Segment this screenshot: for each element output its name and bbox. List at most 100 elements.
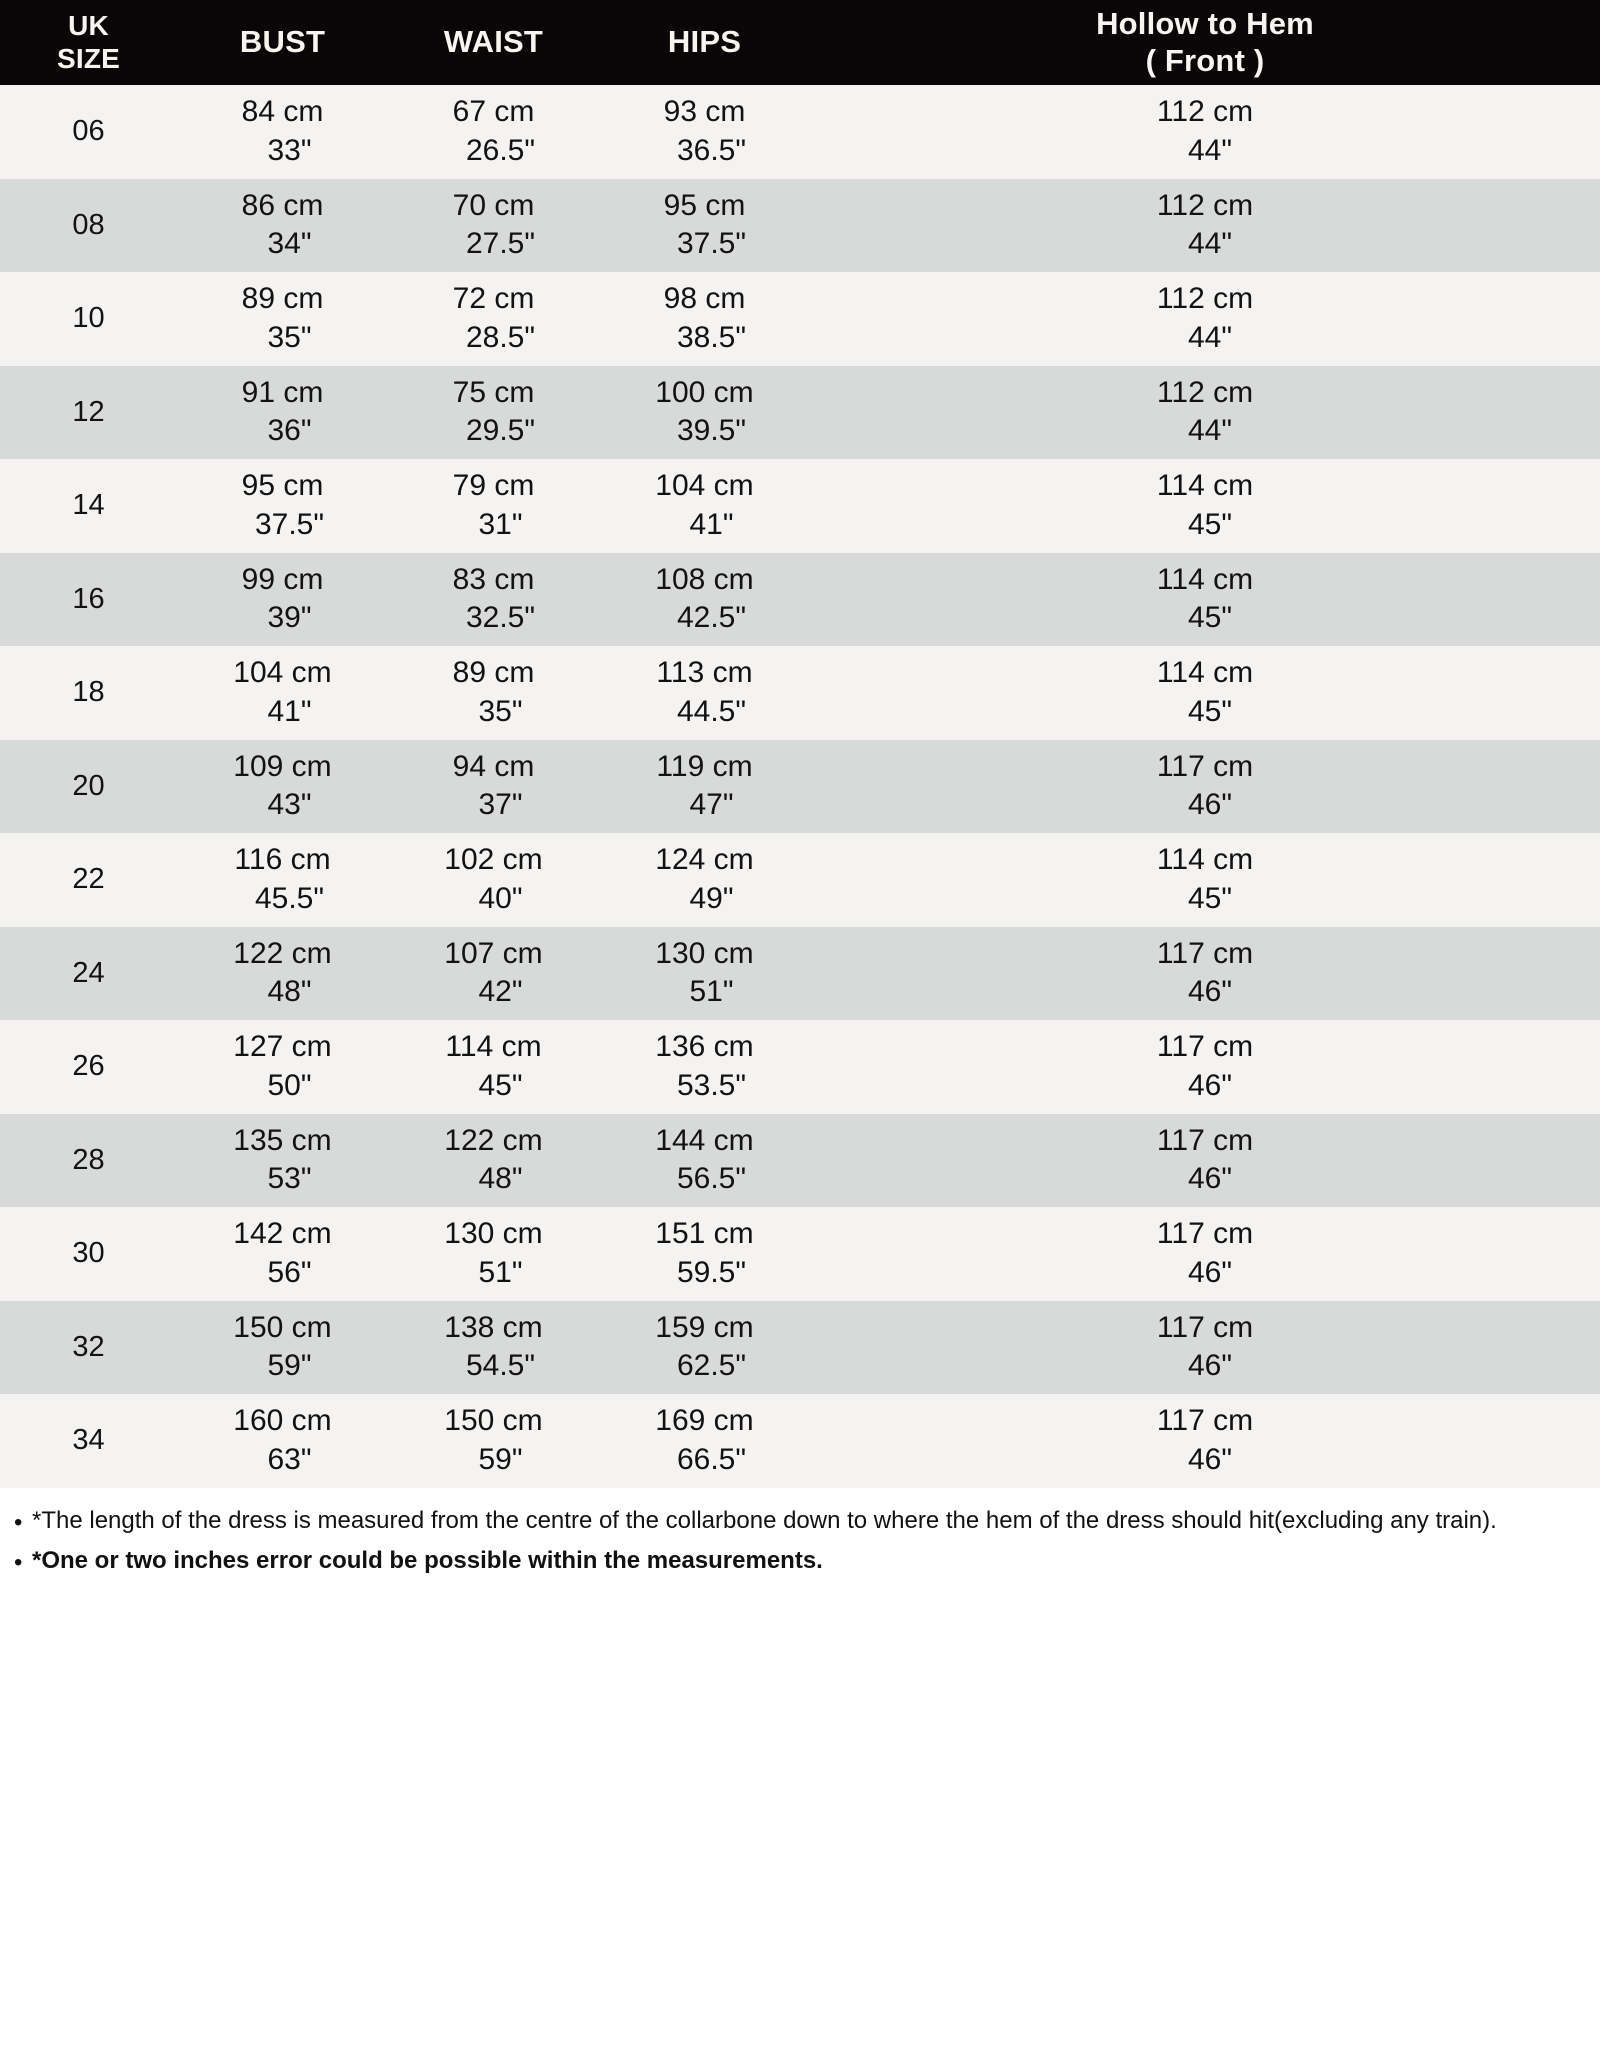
column-header-uk-size-line1: UK bbox=[68, 9, 109, 41]
cell-waist-cm: 114 cm bbox=[445, 1030, 542, 1064]
cell-uk-size: 34 bbox=[72, 1424, 105, 1457]
cell-hollow-to-hem-measurement: 114 cm 45" bbox=[810, 841, 1600, 918]
cell-hollow-to-hem-cm: 114 cm bbox=[1156, 843, 1254, 877]
cell-hollow-to-hem-measurement: 117 cm 46" bbox=[810, 1215, 1600, 1292]
cell-hollow-to-hem-inches: 45" bbox=[1187, 507, 1233, 541]
cell-bust: 135 cm 53" bbox=[177, 1114, 388, 1208]
column-header-hollow-to-hem-line1: Hollow to Hem bbox=[1096, 6, 1314, 42]
cell-hollow-to-hem: 117 cm 46" bbox=[810, 1394, 1600, 1488]
cell-waist-measurement: 102 cm 40" bbox=[388, 841, 599, 918]
cell-waist: 138 cm 54.5" bbox=[388, 1301, 599, 1395]
cell-bust: 109 cm 43" bbox=[177, 740, 388, 834]
cell-waist-cm: 83 cm bbox=[452, 562, 535, 596]
cell-hollow-to-hem: 114 cm 45" bbox=[810, 833, 1600, 927]
cell-hips-inches: 39.5" bbox=[676, 414, 747, 448]
cell-hollow-to-hem-cm: 112 cm bbox=[1156, 188, 1254, 222]
table-row: 20 109 cm 43" 94 cm 37" 119 cm 47" 117 cm 46" bbox=[0, 739, 1600, 834]
table-row: 12 91 cm 36" 75 cm 29.5" 100 cm 39.5" 112 cm 44" bbox=[0, 365, 1600, 459]
cell-hips-cm: 98 cm bbox=[663, 282, 746, 316]
cell-bust-measurement: 91 cm 36" bbox=[177, 374, 388, 451]
cell-hollow-to-hem-measurement: 117 cm 46" bbox=[810, 1028, 1600, 1105]
cell-hollow-to-hem-inches: 45" bbox=[1187, 694, 1233, 728]
cell-hips: 104 cm 41" bbox=[599, 459, 810, 553]
cell-uk-size: 14 bbox=[72, 489, 105, 522]
table-row: 26 127 cm 50" 114 cm 45" 136 cm 53.5" 117 cm 46" bbox=[0, 1020, 1600, 1114]
cell-hips: 108 cm 42.5" bbox=[599, 553, 810, 647]
cell-hollow-to-hem-cm: 117 cm bbox=[1156, 1310, 1254, 1344]
column-header-uk-size: UK SIZE bbox=[0, 0, 177, 85]
cell-waist-measurement: 114 cm 45" bbox=[388, 1028, 599, 1105]
column-header-hips-label: HIPS bbox=[667, 24, 742, 60]
cell-hips-cm: 113 cm bbox=[656, 656, 753, 690]
cell-uk-size: 18 bbox=[72, 676, 105, 709]
column-header-hollow-to-hem: Hollow to Hem ( Front ) bbox=[810, 0, 1600, 85]
cell-hollow-to-hem-measurement: 112 cm 44" bbox=[810, 93, 1600, 170]
cell-hips-measurement: 136 cm 53.5" bbox=[599, 1028, 810, 1105]
cell-hips-inches: 47" bbox=[689, 788, 734, 822]
cell-hollow-to-hem: 114 cm 45" bbox=[810, 553, 1600, 647]
cell-hips: 119 cm 47" bbox=[599, 740, 810, 834]
cell-waist-inches: 54.5" bbox=[465, 1349, 536, 1383]
cell-hollow-to-hem: 117 cm 46" bbox=[810, 1301, 1600, 1395]
cell-waist: 79 cm 31" bbox=[388, 459, 599, 553]
cell-hollow-to-hem-cm: 117 cm bbox=[1156, 749, 1254, 783]
cell-bust-measurement: 95 cm 37.5" bbox=[177, 467, 388, 544]
cell-uk-size: 16 bbox=[72, 582, 105, 615]
cell-hips-measurement: 98 cm 38.5" bbox=[599, 280, 810, 357]
cell-hips-inches: 36.5" bbox=[676, 133, 747, 167]
cell-bust-cm: 122 cm bbox=[233, 936, 332, 970]
column-header-hips: HIPS bbox=[599, 0, 810, 85]
cell-waist-cm: 102 cm bbox=[444, 843, 543, 877]
cell-hips-inches: 66.5" bbox=[676, 1442, 747, 1476]
cell-hollow-to-hem-measurement: 117 cm 46" bbox=[810, 1309, 1600, 1386]
cell-bust-cm: 135 cm bbox=[233, 1123, 332, 1157]
cell-hips-inches: 37.5" bbox=[676, 227, 747, 261]
cell-hips-cm: 169 cm bbox=[655, 1404, 754, 1438]
cell-hips: 93 cm 36.5" bbox=[599, 85, 810, 179]
cell-waist-measurement: 89 cm 35" bbox=[388, 654, 599, 731]
cell-hollow-to-hem-cm: 114 cm bbox=[1156, 562, 1254, 596]
cell-hollow-to-hem-inches: 46" bbox=[1187, 1349, 1233, 1383]
cell-bust-cm: 91 cm bbox=[241, 375, 324, 409]
cell-hollow-to-hem-inches: 44" bbox=[1187, 414, 1233, 448]
cell-bust: 89 cm 35" bbox=[177, 272, 388, 366]
cell-hips-measurement: 95 cm 37.5" bbox=[599, 187, 810, 264]
cell-hips: 130 cm 51" bbox=[599, 927, 810, 1021]
column-header-waist: WAIST bbox=[388, 0, 599, 85]
cell-hollow-to-hem-cm: 114 cm bbox=[1156, 469, 1254, 503]
cell-hollow-to-hem-measurement: 117 cm 46" bbox=[810, 748, 1600, 825]
cell-waist-cm: 70 cm bbox=[452, 188, 535, 222]
table-row: 32 150 cm 59" 138 cm 54.5" 159 cm 62.5" 117 cm 4… bbox=[0, 1300, 1600, 1395]
cell-hips: 144 cm 56.5" bbox=[599, 1114, 810, 1208]
cell-waist: 72 cm 28.5" bbox=[388, 272, 599, 366]
cell-waist-cm: 138 cm bbox=[444, 1310, 543, 1344]
cell-uk-size: 30 bbox=[72, 1237, 105, 1270]
cell-hips-measurement: 159 cm 62.5" bbox=[599, 1309, 810, 1386]
table-row: 14 95 cm 37.5" 79 cm 31" 104 cm 41" 114 cm 45" bbox=[0, 459, 1600, 553]
cell-hips-inches: 38.5" bbox=[676, 320, 747, 354]
footnote-length-measurement-text: *The length of the dress is measured fro… bbox=[32, 1506, 1497, 1534]
cell-waist-measurement: 70 cm 27.5" bbox=[388, 187, 599, 264]
column-header-bust: BUST bbox=[177, 0, 388, 85]
cell-hips-inches: 41" bbox=[689, 507, 734, 541]
cell-hips-measurement: 151 cm 59.5" bbox=[599, 1215, 810, 1292]
cell-waist-cm: 79 cm bbox=[452, 469, 535, 503]
cell-bust-measurement: 150 cm 59" bbox=[177, 1309, 388, 1386]
cell-bust-cm: 95 cm bbox=[241, 469, 324, 503]
cell-hips: 98 cm 38.5" bbox=[599, 272, 810, 366]
cell-hollow-to-hem: 114 cm 45" bbox=[810, 459, 1600, 553]
cell-bust: 86 cm 34" bbox=[177, 179, 388, 273]
cell-waist-inches: 28.5" bbox=[465, 320, 536, 354]
cell-hips-cm: 95 cm bbox=[663, 188, 746, 222]
cell-bust-inches: 33" bbox=[267, 133, 312, 167]
cell-bust-measurement: 127 cm 50" bbox=[177, 1028, 388, 1105]
cell-hips-cm: 104 cm bbox=[655, 469, 754, 503]
cell-bust-cm: 127 cm bbox=[233, 1030, 332, 1064]
cell-bust-inches: 45.5" bbox=[254, 881, 325, 915]
cell-waist-inches: 51" bbox=[478, 1255, 523, 1289]
cell-waist-inches: 45" bbox=[478, 1068, 523, 1102]
column-header-waist-label: WAIST bbox=[443, 24, 544, 60]
cell-bust-inches: 50" bbox=[267, 1068, 312, 1102]
cell-hips-cm: 144 cm bbox=[655, 1123, 754, 1157]
cell-bust: 84 cm 33" bbox=[177, 85, 388, 179]
